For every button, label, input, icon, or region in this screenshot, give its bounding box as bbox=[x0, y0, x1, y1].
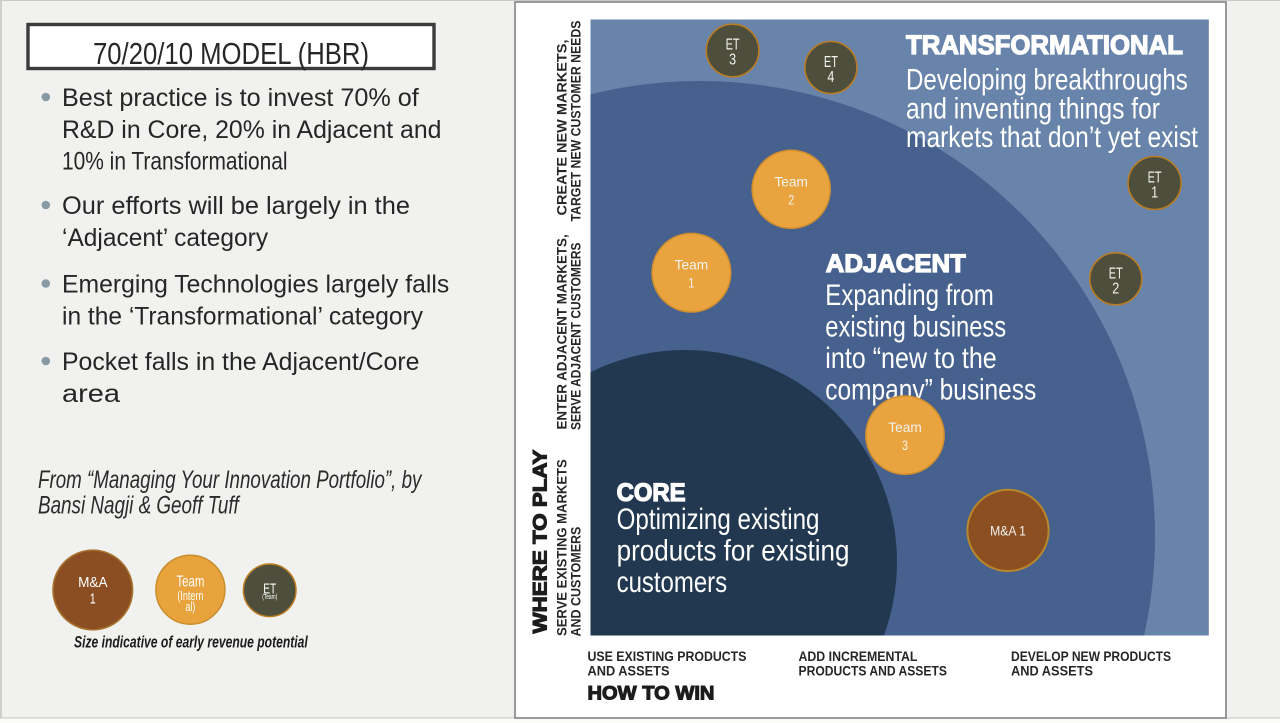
svg-text:10% in Transformational: 10% in Transformational bbox=[62, 147, 288, 175]
svg-text:AND CUSTOMERS: AND CUSTOMERS bbox=[568, 526, 584, 636]
svg-text:area: area bbox=[62, 380, 121, 408]
svg-text:3: 3 bbox=[729, 50, 736, 68]
svg-text:products for existing: products for existing bbox=[617, 534, 850, 567]
svg-text:ADD INCREMENTAL: ADD INCREMENTAL bbox=[799, 648, 918, 664]
svg-text:CREATE NEW MARKETS,: CREATE NEW MARKETS, bbox=[554, 40, 569, 216]
svg-text:Emerging Technologies largely: Emerging Technologies largely falls bbox=[62, 270, 449, 298]
svg-text:USE EXISTING PRODUCTS: USE EXISTING PRODUCTS bbox=[588, 648, 747, 664]
svg-text:and inventing things for: and inventing things for bbox=[906, 91, 1160, 125]
svg-text:Size indicative of early reven: Size indicative of early revenue potenti… bbox=[74, 634, 309, 652]
svg-text:4: 4 bbox=[827, 68, 834, 86]
svg-text:TARGET NEW CUSTOMER NEEDS: TARGET NEW CUSTOMER NEEDS bbox=[568, 20, 584, 221]
svg-text:(Team): (Team) bbox=[262, 593, 277, 601]
svg-text:‘Adjacent’ category: ‘Adjacent’ category bbox=[62, 225, 269, 252]
svg-text:M&A: M&A bbox=[78, 574, 108, 591]
svg-text:ET: ET bbox=[824, 53, 838, 70]
svg-text:From “Managing Your Innovation: From “Managing Your Innovation Portfolio… bbox=[38, 465, 423, 493]
svg-text:ET: ET bbox=[1109, 265, 1123, 282]
svg-text:Team: Team bbox=[774, 174, 807, 189]
svg-text:2: 2 bbox=[788, 192, 794, 208]
svg-text:Team: Team bbox=[888, 420, 921, 435]
svg-text:SERVE ADJACENT CUSTOMERS: SERVE ADJACENT CUSTOMERS bbox=[568, 243, 584, 430]
svg-text:CORE: CORE bbox=[617, 480, 686, 508]
svg-text:70/20/10 MODEL (HBR): 70/20/10 MODEL (HBR) bbox=[93, 37, 369, 72]
svg-text:PRODUCTS AND ASSETS: PRODUCTS AND ASSETS bbox=[799, 663, 948, 679]
svg-text:al): al) bbox=[185, 601, 195, 615]
svg-text:AND ASSETS: AND ASSETS bbox=[1011, 663, 1093, 679]
svg-text:Team: Team bbox=[675, 258, 708, 273]
svg-text:DEVELOP NEW PRODUCTS: DEVELOP NEW PRODUCTS bbox=[1011, 648, 1171, 664]
svg-text:Team: Team bbox=[176, 573, 204, 590]
svg-text:customers: customers bbox=[617, 564, 728, 598]
svg-text:1: 1 bbox=[688, 275, 694, 291]
svg-text:Our efforts will be largely in: Our efforts will be largely in the bbox=[62, 192, 410, 220]
svg-text:SERVE EXISTING MARKETS: SERVE EXISTING MARKETS bbox=[554, 459, 569, 636]
svg-text:Optimizing existing: Optimizing existing bbox=[617, 501, 820, 535]
svg-text:HOW TO WIN: HOW TO WIN bbox=[588, 683, 715, 705]
svg-text:ADJACENT: ADJACENT bbox=[826, 250, 966, 278]
svg-text:(Intern: (Intern bbox=[177, 590, 203, 604]
svg-text:ET: ET bbox=[263, 580, 276, 598]
svg-text:TRANSFORMATIONAL: TRANSFORMATIONAL bbox=[906, 29, 1183, 60]
svg-text:in the ‘Transformational’ cate: in the ‘Transformational’ category bbox=[62, 303, 424, 330]
svg-text:1: 1 bbox=[1151, 183, 1158, 201]
svg-text:AND ASSETS: AND ASSETS bbox=[588, 663, 670, 679]
svg-text:Best practice is to invest 70%: Best practice is to invest 70% of bbox=[62, 84, 419, 112]
svg-text:company” business: company” business bbox=[825, 372, 1036, 406]
svg-text:Expanding from: Expanding from bbox=[825, 277, 993, 311]
svg-text:Pocket falls in the Adjacent/C: Pocket falls in the Adjacent/Core bbox=[62, 348, 419, 376]
svg-text:Bansi Nagji & Geoff Tuff: Bansi Nagji & Geoff Tuff bbox=[38, 491, 241, 519]
svg-text:ET: ET bbox=[1148, 169, 1162, 186]
svg-text:R&D in Core, 20% in Adjacent a: R&D in Core, 20% in Adjacent and bbox=[62, 116, 441, 144]
svg-text:WHERE TO PLAY: WHERE TO PLAY bbox=[530, 449, 551, 633]
svg-text:ET: ET bbox=[726, 35, 740, 52]
svg-text:M&A 1: M&A 1 bbox=[990, 523, 1026, 539]
svg-text:2: 2 bbox=[1112, 279, 1119, 297]
svg-text:ENTER ADJACENT MARKETS,: ENTER ADJACENT MARKETS, bbox=[554, 234, 569, 429]
svg-text:1: 1 bbox=[90, 590, 96, 607]
svg-text:markets that don’t yet exist: markets that don’t yet exist bbox=[906, 120, 1198, 154]
svg-text:into “new to the: into “new to the bbox=[825, 341, 996, 375]
svg-text:Developing breakthroughs: Developing breakthroughs bbox=[906, 62, 1188, 96]
svg-text:3: 3 bbox=[902, 438, 908, 454]
svg-text:existing business: existing business bbox=[825, 310, 1006, 343]
